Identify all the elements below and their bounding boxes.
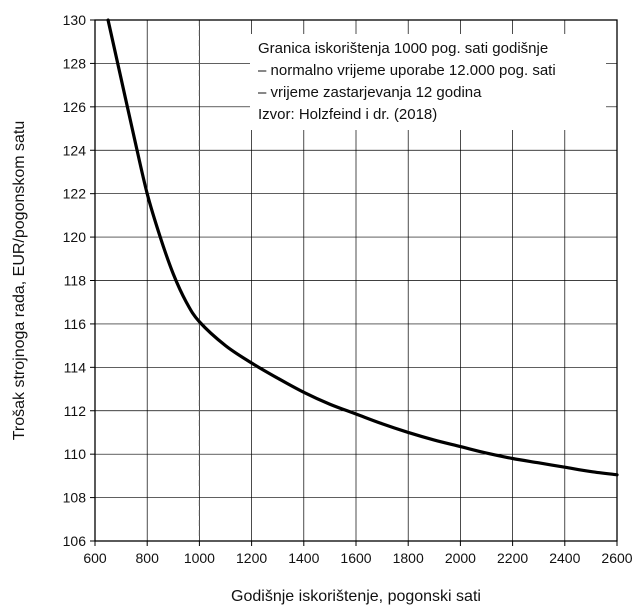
x-tick-label: 2600 — [601, 550, 632, 566]
x-tick-label: 1000 — [184, 550, 215, 566]
annotation-line-1: Granica iskorištenja 1000 pog. sati godi… — [258, 40, 548, 57]
y-tick-label: 130 — [63, 12, 87, 28]
x-tick-label: 1400 — [288, 550, 319, 566]
annotation-line-2: – normalno vrijeme uporabe 12.000 pog. s… — [258, 62, 556, 79]
x-tick-label: 800 — [136, 550, 160, 566]
x-tick-label: 2200 — [497, 550, 528, 566]
y-tick-label: 120 — [63, 229, 87, 245]
x-tick-label: 2000 — [445, 550, 476, 566]
x-tick-label: 1800 — [393, 550, 424, 566]
y-tick-label: 128 — [63, 55, 87, 71]
y-tick-label: 118 — [64, 273, 87, 289]
y-tick-label: 110 — [64, 446, 87, 462]
annotation-background — [250, 34, 606, 130]
x-tick-label: 1200 — [236, 550, 267, 566]
x-tick-labels: 600 800 1000 1200 1400 1600 1800 2000 2200 2400 26… — [83, 541, 633, 566]
x-tick-label: 600 — [83, 550, 107, 566]
y-tick-label: 108 — [63, 490, 87, 506]
y-tick-label: 126 — [63, 99, 87, 115]
y-axis-title: Trošak strojnoga rada, EUR/pogonskom sat… — [11, 121, 28, 441]
y-tick-label: 114 — [64, 359, 87, 375]
y-tick-label: 106 — [63, 533, 87, 549]
annotation-box: Granica iskorištenja 1000 pog. sati godi… — [250, 34, 606, 130]
annotation-line-4: Izvor: Holzfeind i dr. (2018) — [258, 106, 437, 123]
x-axis-title: Godišnje iskorištenje, pogonski sati — [231, 588, 481, 605]
y-tick-labels: 106 108 110 112 114 116 118 120 122 124 126 128 130 — [63, 12, 95, 549]
y-tick-label: 122 — [63, 186, 87, 202]
series-line — [106, 18, 619, 477]
x-tick-label: 2400 — [549, 550, 580, 566]
x-tick-label: 1600 — [340, 550, 371, 566]
y-tick-label: 112 — [64, 403, 87, 419]
annotation-line-3: – vrijeme zastarjevanja 12 godina — [258, 84, 482, 101]
y-tick-label: 124 — [63, 142, 87, 158]
y-tick-label: 116 — [64, 316, 87, 332]
